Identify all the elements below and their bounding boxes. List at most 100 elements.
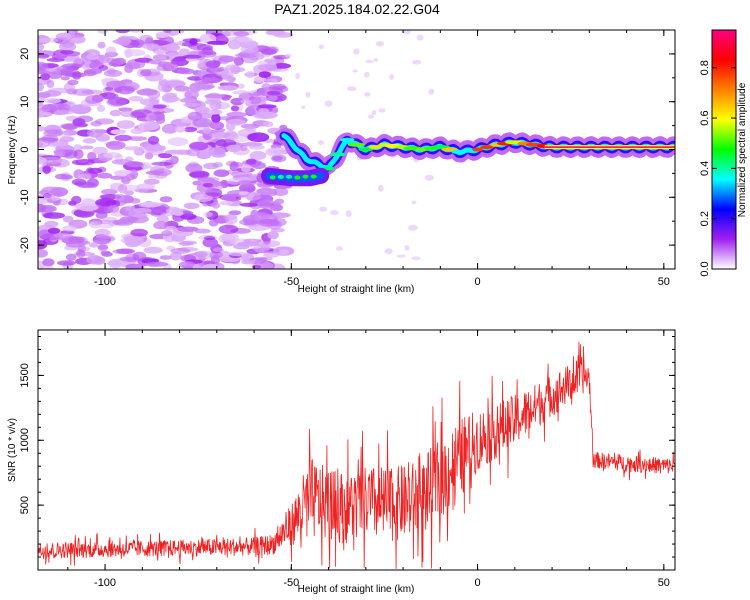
- noise-blob: [257, 199, 277, 209]
- noise-blob: [260, 48, 277, 56]
- noise-blob: [424, 174, 434, 181]
- noise-blob: [61, 236, 83, 244]
- spectrogram-y-axis-label: Frequency (Hz): [7, 116, 18, 185]
- noise-blob: [87, 167, 103, 174]
- noise-blob: [246, 158, 257, 165]
- noise-blob: [159, 196, 173, 203]
- noise-blob: [110, 129, 127, 135]
- noise-blob: [295, 72, 300, 80]
- noise-blob: [126, 161, 144, 168]
- noise-blob: [52, 142, 69, 147]
- x-tick-label: -100: [94, 577, 116, 589]
- noise-blob: [208, 147, 226, 155]
- noise-blob: [124, 49, 146, 57]
- noise-blob: [128, 95, 144, 102]
- noise-blob: [209, 131, 231, 139]
- noise-blob: [373, 57, 379, 62]
- spectrogram-heatmap: [38, 30, 675, 269]
- noise-blob: [95, 198, 117, 207]
- noise-blob: [82, 138, 97, 144]
- noise-blob: [72, 220, 86, 227]
- noise-blob: [274, 198, 285, 205]
- noise-blob: [229, 161, 239, 172]
- x-tick-label: -50: [283, 577, 299, 589]
- noise-blob: [183, 126, 198, 133]
- noise-blob: [266, 90, 281, 96]
- noise-blob: [86, 255, 105, 265]
- noise-blob: [161, 230, 173, 237]
- noise-blob: [152, 168, 172, 177]
- noise-blob: [204, 93, 225, 99]
- spectrogram-x-axis-label: Height of straight line (km): [298, 284, 415, 295]
- noise-blob: [257, 218, 280, 227]
- noise-blob: [43, 129, 64, 137]
- snr-frame: [37, 329, 676, 571]
- noise-blob: [124, 235, 145, 246]
- noise-blob: [72, 70, 82, 80]
- noise-blob: [257, 64, 278, 72]
- noise-blob: [178, 261, 195, 268]
- noise-blob: [268, 95, 278, 101]
- noise-blob: [245, 71, 255, 79]
- noise-blob: [212, 247, 224, 252]
- noise-blob: [273, 32, 294, 38]
- noise-blob: [230, 105, 240, 112]
- colorbar-tick-label: 0.4: [699, 161, 711, 176]
- noise-blob: [144, 144, 167, 152]
- noise-blob: [170, 58, 179, 65]
- noise-blob: [146, 261, 169, 267]
- noise-blob: [105, 46, 117, 56]
- noise-blob: [215, 35, 228, 41]
- noise-blob: [253, 212, 270, 221]
- noise-blob: [109, 58, 122, 67]
- noise-blob: [129, 198, 141, 204]
- noise-blob: [97, 30, 108, 34]
- noise-blob: [116, 36, 131, 46]
- noise-blob: [202, 127, 212, 134]
- noise-blob: [353, 48, 360, 55]
- noise-blob: [224, 130, 237, 140]
- noise-blob: [96, 104, 106, 113]
- noise-blob: [44, 220, 59, 228]
- y-tick-label: 1000: [19, 428, 31, 452]
- noise-blob: [241, 259, 256, 265]
- noise-blob: [120, 109, 134, 118]
- noise-blob: [116, 120, 135, 129]
- noise-blob: [264, 58, 277, 63]
- noise-blob: [98, 65, 109, 71]
- noise-blob: [237, 180, 256, 187]
- noise-blob: [212, 201, 220, 209]
- noise-blob: [77, 204, 99, 212]
- y-tick-label: 0: [19, 146, 31, 152]
- noise-blob: [152, 104, 167, 109]
- noise-blob: [59, 41, 77, 52]
- noise-blob: [228, 39, 241, 50]
- snr-panel: -100 -50 0 50 500 1000 1500 Height of straight…: [7, 329, 676, 595]
- noise-blob: [42, 258, 55, 267]
- noise-blob: [54, 109, 75, 115]
- noise-blob: [94, 236, 116, 242]
- noise-blob: [230, 171, 253, 178]
- noise-blob: [92, 146, 108, 155]
- noise-blob: [62, 174, 73, 180]
- noise-blob: [371, 110, 377, 116]
- x-tick-label: 0: [475, 577, 481, 589]
- noise-blob: [107, 96, 129, 106]
- noise-blob: [153, 221, 168, 230]
- noise-blob: [389, 73, 394, 80]
- noise-blob: [147, 135, 160, 145]
- noise-blob: [230, 97, 245, 106]
- noise-blob: [166, 52, 182, 58]
- figure-title: PAZ1.2025.184.02.22.G04: [274, 1, 440, 17]
- noise-blob: [49, 187, 69, 197]
- noise-blob: [249, 151, 267, 160]
- noise-blob: [141, 43, 160, 50]
- noise-blob: [201, 122, 222, 128]
- noise-blob: [364, 71, 370, 78]
- noise-blob: [272, 187, 289, 196]
- noise-blob: [125, 61, 141, 70]
- noise-blob: [152, 54, 170, 61]
- noise-blob: [185, 163, 203, 173]
- noise-blob: [177, 226, 199, 232]
